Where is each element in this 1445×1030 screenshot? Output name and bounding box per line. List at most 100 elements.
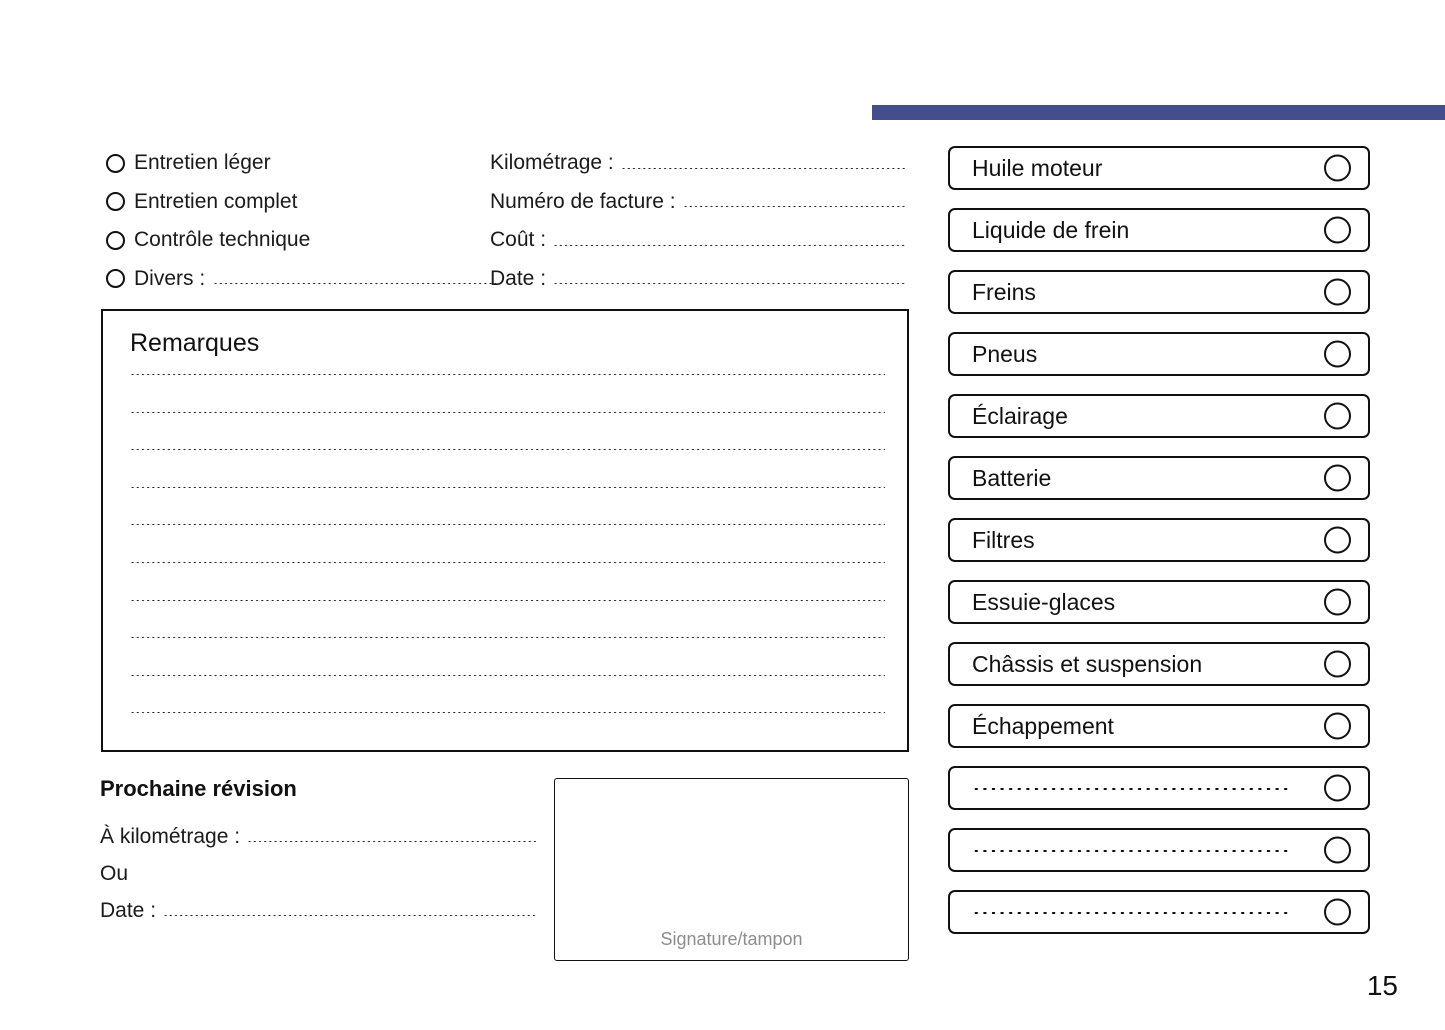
fill-in-line[interactable] (163, 915, 536, 916)
remarks-line[interactable] (130, 712, 885, 750)
checklist-row[interactable]: Éclairage (948, 394, 1370, 438)
service-type-option[interactable]: Entretien complet (106, 183, 496, 222)
fill-in-line[interactable] (130, 524, 885, 526)
remarks-write-lines[interactable] (130, 374, 885, 750)
fill-in-line[interactable] (130, 712, 885, 714)
radio-circle-icon[interactable] (106, 269, 125, 289)
next-service-row[interactable]: Date : (100, 892, 536, 929)
checkbox-circle-icon[interactable] (1324, 278, 1351, 306)
remarks-line[interactable] (130, 411, 885, 450)
checklist-row[interactable] (948, 828, 1370, 872)
remarks-line[interactable] (130, 674, 885, 713)
inspection-checklist: Huile moteur Liquide de frein Freins Pneus É… (948, 146, 1370, 952)
checklist-row[interactable] (948, 766, 1370, 810)
fill-in-line[interactable] (130, 599, 885, 601)
checklist-row[interactable]: Freins (948, 270, 1370, 314)
fill-in-line[interactable] (620, 167, 906, 169)
checklist-item-label: Essuie-glaces (972, 588, 1116, 615)
invoice-field-row[interactable]: Numéro de facture : (490, 183, 906, 222)
next-service-title: Prochaine révision (100, 776, 297, 801)
next-service-label: À kilométrage : (100, 824, 241, 848)
next-service-row[interactable]: À kilométrage : (100, 818, 536, 855)
next-service-label: Date : (100, 898, 157, 922)
checklist-row[interactable]: Huile moteur (948, 146, 1370, 190)
fill-in-line[interactable] (247, 841, 536, 842)
signature-stamp-box[interactable]: Signature/tampon (554, 778, 909, 961)
checkbox-circle-icon[interactable] (1324, 154, 1351, 182)
radio-circle-icon[interactable] (106, 192, 125, 212)
next-service-row: Ou (100, 855, 536, 892)
checkbox-circle-icon[interactable] (1324, 836, 1351, 864)
service-type-option-label: Entretien léger (134, 151, 271, 175)
checklist-item-label: Échappement (972, 712, 1114, 739)
fill-in-line[interactable] (130, 561, 885, 563)
remarks-line[interactable] (130, 637, 885, 675)
fill-in-line[interactable] (553, 244, 906, 246)
checklist-item-label: Châssis et suspension (972, 650, 1203, 677)
checklist-item-label: Liquide de frein (972, 216, 1130, 243)
service-type-option[interactable]: Entretien léger (106, 144, 496, 183)
fill-in-line[interactable] (553, 283, 906, 285)
fill-in-line[interactable] (130, 411, 885, 413)
checkbox-circle-icon[interactable] (1324, 712, 1351, 740)
checklist-row[interactable]: Châssis et suspension (948, 642, 1370, 686)
invoice-field-label: Kilométrage : (490, 151, 614, 175)
checkbox-circle-icon[interactable] (1324, 402, 1351, 430)
checklist-item-label: Éclairage (972, 402, 1068, 429)
fill-in-line[interactable] (972, 850, 1288, 852)
invoice-field-label: Coût : (490, 228, 547, 252)
service-type-option[interactable]: Divers : (106, 260, 496, 299)
signature-caption: Signature/tampon (660, 929, 803, 949)
next-service-rows: À kilométrage : Ou Date : (100, 818, 536, 929)
checklist-row[interactable]: Essuie-glaces (948, 580, 1370, 624)
checkbox-circle-icon[interactable] (1324, 526, 1351, 554)
radio-circle-icon[interactable] (106, 230, 125, 250)
checkbox-circle-icon[interactable] (1324, 774, 1351, 802)
invoice-field-label: Numéro de facture : (490, 189, 676, 213)
checklist-item-label: Pneus (972, 340, 1038, 367)
service-type-option-list: Entretien léger Entretien complet Contrôle… (106, 144, 496, 298)
checklist-row[interactable]: Filtres (948, 518, 1370, 562)
fill-in-line[interactable] (130, 674, 885, 676)
fill-in-line[interactable] (972, 788, 1288, 790)
remarks-line[interactable] (130, 524, 885, 562)
remarks-line[interactable] (130, 486, 885, 525)
remarks-title: Remarques (130, 329, 260, 357)
service-type-option-label: Entretien complet (134, 189, 298, 213)
checklist-item-label: Filtres (972, 526, 1035, 553)
checkbox-circle-icon[interactable] (1324, 216, 1351, 244)
fill-in-line[interactable] (130, 486, 885, 488)
checkbox-circle-icon[interactable] (1324, 588, 1351, 616)
checklist-row[interactable]: Batterie (948, 456, 1370, 500)
checklist-item-label: Batterie (972, 464, 1052, 491)
remarks-line[interactable] (130, 449, 885, 487)
checklist-row[interactable] (948, 890, 1370, 934)
next-service-section: Prochaine révision À kilométrage : Ou Date… (100, 776, 536, 929)
invoice-field-label: Date : (490, 266, 547, 290)
fill-in-line[interactable] (682, 206, 906, 208)
fill-in-line[interactable] (972, 912, 1288, 914)
fill-in-line[interactable] (213, 283, 496, 285)
remarks-line[interactable] (130, 561, 885, 600)
fill-in-line[interactable] (130, 449, 885, 451)
invoice-field-row[interactable]: Kilométrage : (490, 144, 906, 183)
checklist-row[interactable]: Liquide de frein (948, 208, 1370, 252)
checkbox-circle-icon[interactable] (1324, 340, 1351, 368)
checklist-row[interactable]: Échappement (948, 704, 1370, 748)
checklist-item-label: Freins (972, 278, 1036, 305)
checkbox-circle-icon[interactable] (1324, 650, 1351, 678)
remarks-line[interactable] (130, 374, 885, 412)
fill-in-line[interactable] (130, 637, 885, 639)
radio-circle-icon[interactable] (106, 153, 125, 173)
invoice-field-row[interactable]: Coût : (490, 221, 906, 260)
invoice-field-row[interactable]: Date : (490, 260, 906, 299)
checklist-row[interactable]: Pneus (948, 332, 1370, 376)
checkbox-circle-icon[interactable] (1324, 464, 1351, 492)
service-type-option[interactable]: Contrôle technique (106, 221, 496, 260)
checkbox-circle-icon[interactable] (1324, 898, 1351, 926)
header-accent-bar (872, 105, 1445, 120)
remarks-line[interactable] (130, 599, 885, 638)
remarks-box[interactable]: Remarques (101, 309, 909, 752)
fill-in-line[interactable] (130, 374, 885, 375)
